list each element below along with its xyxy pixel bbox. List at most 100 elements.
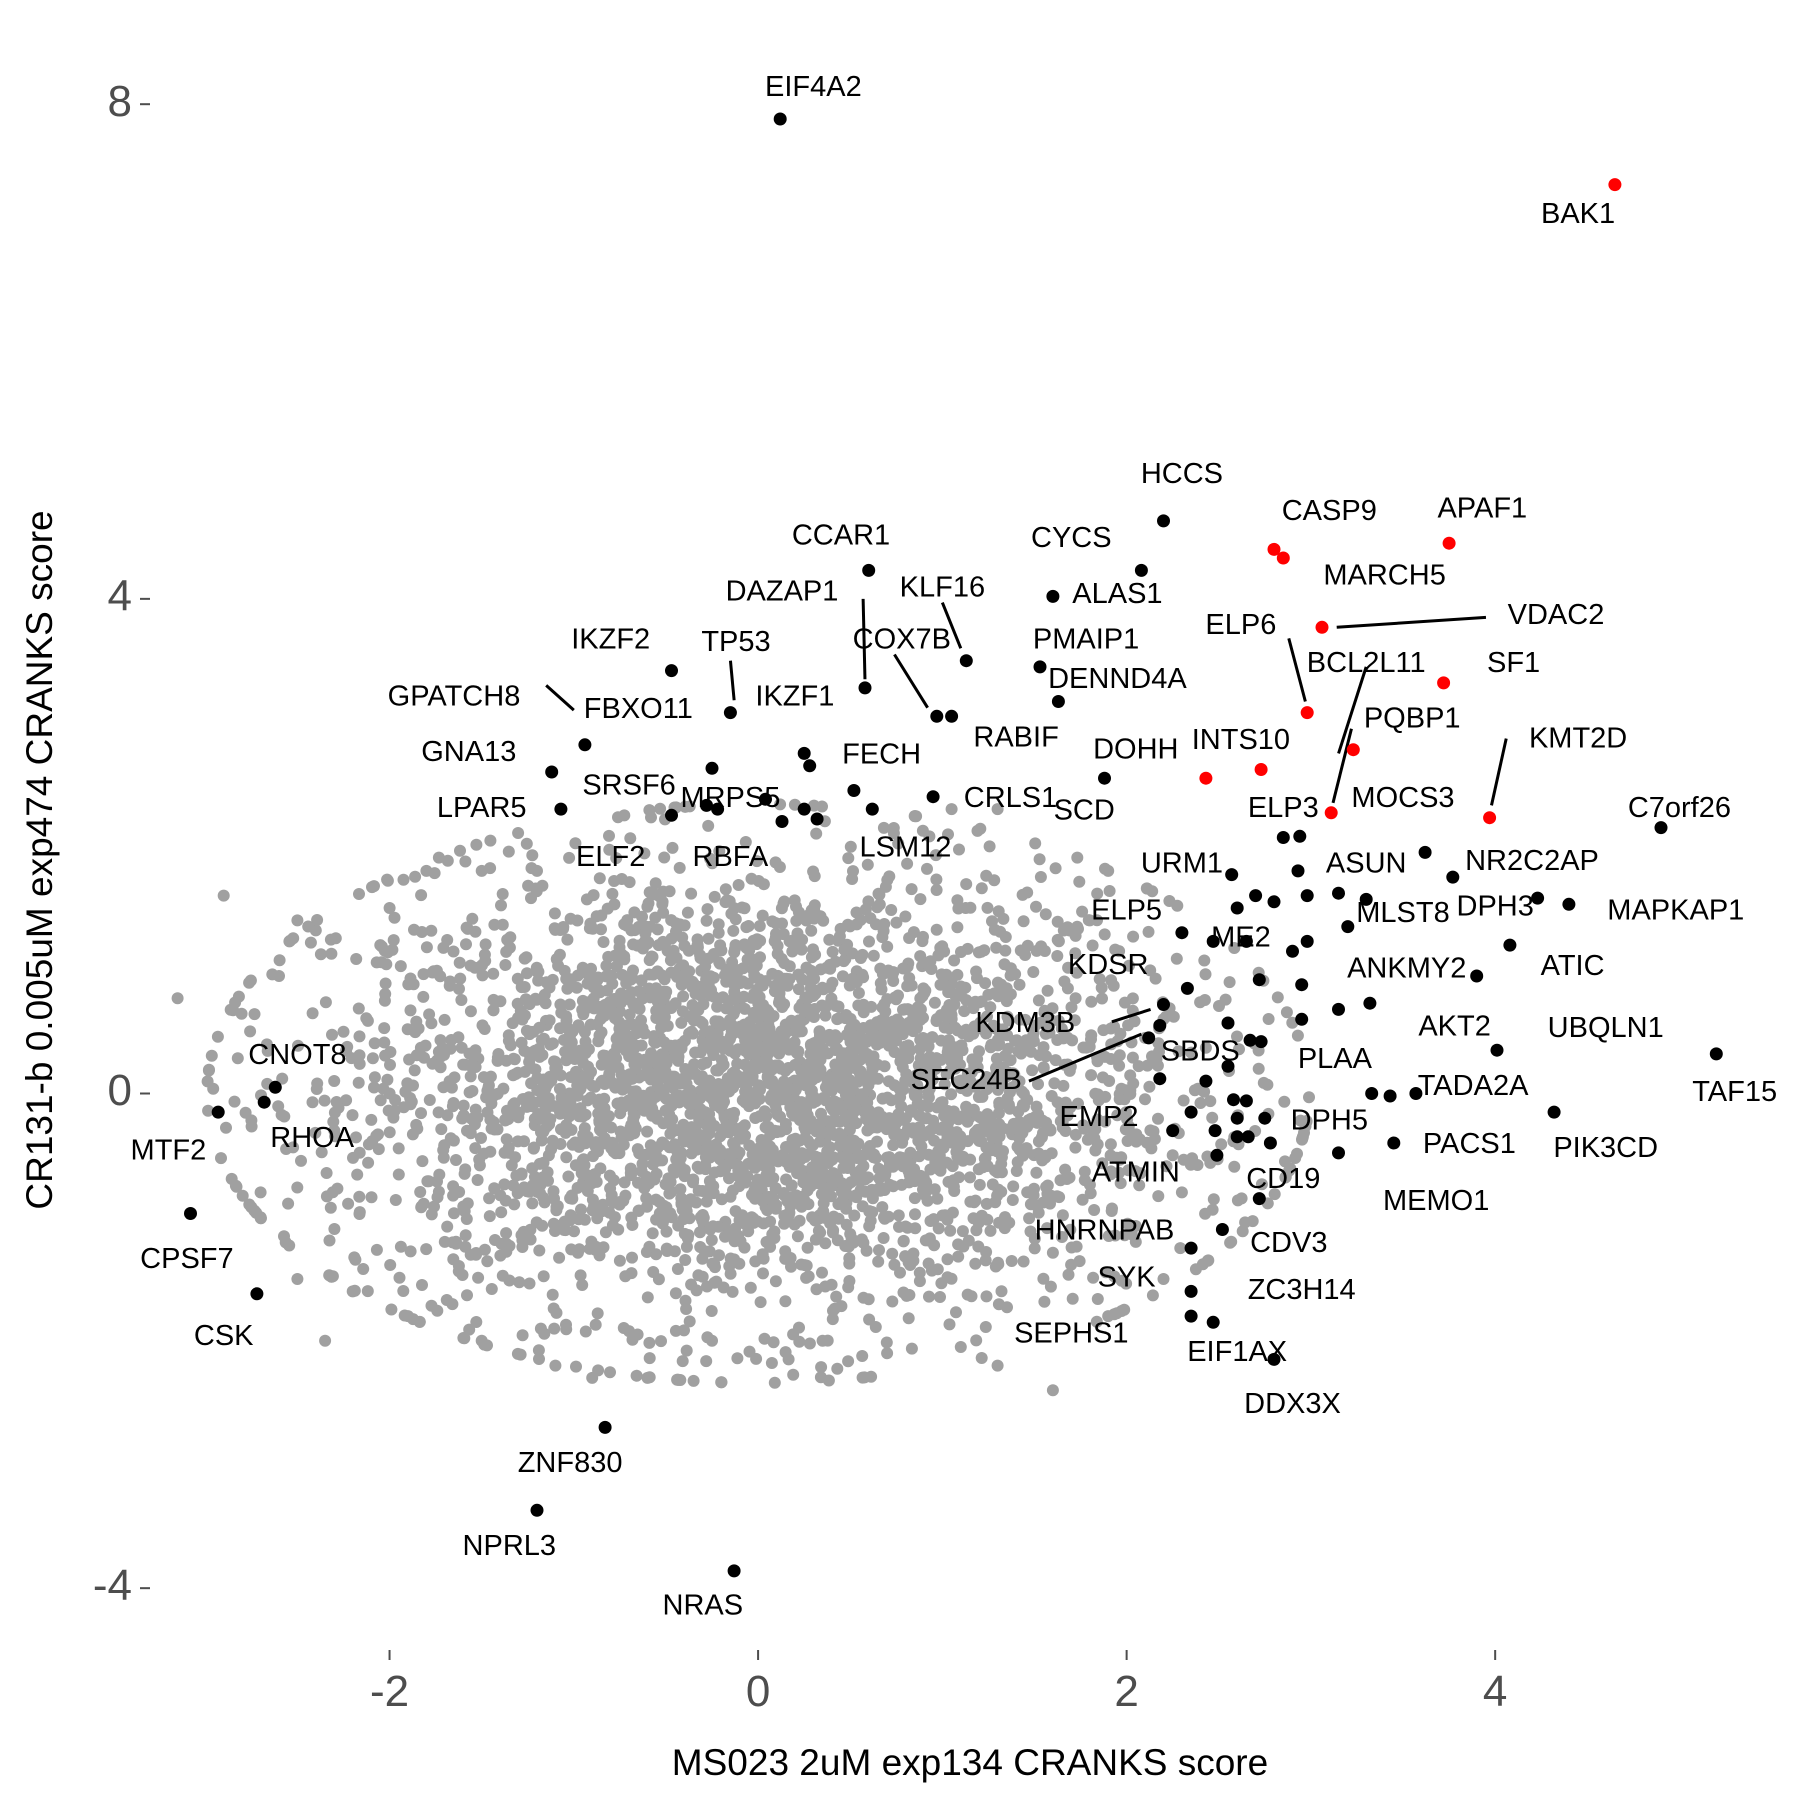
background-point bbox=[986, 1131, 999, 1144]
background-point bbox=[643, 886, 656, 899]
background-point bbox=[684, 1107, 697, 1120]
background-point bbox=[810, 1283, 823, 1296]
background-point bbox=[984, 1224, 997, 1237]
background-point bbox=[753, 1079, 765, 1092]
background-point bbox=[521, 1098, 534, 1111]
background-point bbox=[632, 985, 645, 998]
background-point bbox=[386, 943, 399, 956]
background-point bbox=[592, 983, 604, 996]
point-label-dph5: DPH5 bbox=[1291, 1105, 1368, 1137]
background-point bbox=[375, 956, 388, 969]
background-point bbox=[625, 973, 638, 986]
background-point bbox=[726, 956, 739, 969]
background-point bbox=[513, 1276, 526, 1289]
background-point bbox=[368, 1071, 381, 1084]
background-point bbox=[366, 1135, 379, 1148]
background-point bbox=[379, 977, 392, 990]
background-point bbox=[942, 1175, 955, 1188]
background-point bbox=[580, 893, 593, 906]
point-label-taf15: TAF15 bbox=[1692, 1076, 1777, 1108]
background-point bbox=[416, 1279, 428, 1291]
background-point bbox=[712, 926, 725, 939]
background-point bbox=[731, 1057, 744, 1070]
background-point bbox=[484, 834, 497, 847]
background-point bbox=[1049, 1054, 1062, 1067]
x-tick-label: 0 bbox=[746, 1667, 770, 1716]
background-point bbox=[623, 1050, 636, 1063]
data-point-eif1ax bbox=[1206, 1315, 1220, 1329]
point-label-vdac2: VDAC2 bbox=[1508, 599, 1605, 631]
data-point-fbxo11 bbox=[705, 761, 719, 775]
background-point bbox=[912, 1059, 925, 1072]
data-point-elp5 bbox=[1230, 901, 1244, 915]
background-point bbox=[497, 1082, 510, 1095]
background-point bbox=[788, 1218, 801, 1231]
data-point-casp9 bbox=[1267, 542, 1281, 556]
background-point bbox=[876, 1092, 889, 1105]
background-point bbox=[342, 1197, 355, 1210]
background-point bbox=[949, 1062, 962, 1075]
background-point bbox=[992, 1256, 1004, 1269]
point-label-march5: MARCH5 bbox=[1323, 559, 1445, 591]
point-label-casp9: CASP9 bbox=[1282, 495, 1377, 527]
background-point bbox=[686, 999, 699, 1012]
data-point-lpar5 bbox=[554, 802, 568, 816]
background-point bbox=[700, 973, 713, 986]
background-point bbox=[346, 1109, 359, 1122]
data-point-kdsr bbox=[1180, 981, 1194, 995]
background-point bbox=[831, 1013, 844, 1026]
background-point bbox=[643, 1240, 656, 1253]
background-point bbox=[1059, 1163, 1072, 1176]
point-label-ints10: INTS10 bbox=[1192, 724, 1290, 756]
background-point bbox=[1034, 1016, 1047, 1029]
background-point bbox=[774, 798, 787, 811]
background-point bbox=[603, 843, 616, 856]
background-point bbox=[1052, 1014, 1065, 1027]
background-point bbox=[616, 1021, 629, 1034]
background-point bbox=[790, 1046, 803, 1059]
background-point bbox=[244, 974, 257, 987]
background-point bbox=[1174, 1242, 1187, 1255]
background-point bbox=[805, 924, 818, 937]
background-point bbox=[561, 933, 574, 946]
background-point bbox=[654, 802, 667, 815]
background-point bbox=[677, 990, 690, 1003]
background-point bbox=[923, 1082, 936, 1095]
point-label-sephs1: SEPHS1 bbox=[1014, 1317, 1128, 1349]
background-point bbox=[882, 1210, 895, 1223]
background-point bbox=[610, 852, 623, 865]
data-point-rbfa bbox=[775, 815, 789, 828]
background-point bbox=[459, 855, 472, 868]
background-point bbox=[947, 1105, 960, 1118]
background-point bbox=[921, 862, 933, 875]
data-point-elf2 bbox=[665, 808, 678, 822]
background-point bbox=[315, 1146, 328, 1159]
background-point bbox=[423, 1094, 436, 1106]
data-point-mlst8 bbox=[1359, 892, 1373, 906]
background-point bbox=[941, 1253, 954, 1266]
background-point bbox=[754, 934, 767, 947]
background-point bbox=[1172, 1045, 1185, 1058]
background-point bbox=[769, 1182, 782, 1195]
background-point bbox=[845, 1099, 858, 1112]
background-point bbox=[917, 1171, 930, 1184]
background-point bbox=[791, 937, 804, 950]
background-point bbox=[389, 1194, 402, 1206]
background-point bbox=[923, 1125, 936, 1138]
background-point bbox=[1198, 954, 1211, 967]
background-point bbox=[1028, 1242, 1041, 1255]
point-label-kmt2d: KMT2D bbox=[1529, 722, 1627, 754]
background-point bbox=[273, 954, 286, 967]
background-point bbox=[816, 1334, 829, 1347]
background-point bbox=[624, 1166, 637, 1179]
data-point-sbds bbox=[1221, 1016, 1235, 1030]
background-point bbox=[939, 1010, 952, 1022]
background-point bbox=[291, 1273, 304, 1285]
background-point bbox=[1201, 1254, 1214, 1267]
background-point bbox=[778, 998, 791, 1011]
background-point bbox=[865, 1072, 878, 1085]
background-point bbox=[907, 926, 920, 939]
background-point bbox=[481, 1255, 494, 1268]
background-point bbox=[676, 1355, 689, 1368]
background-point bbox=[706, 857, 719, 870]
